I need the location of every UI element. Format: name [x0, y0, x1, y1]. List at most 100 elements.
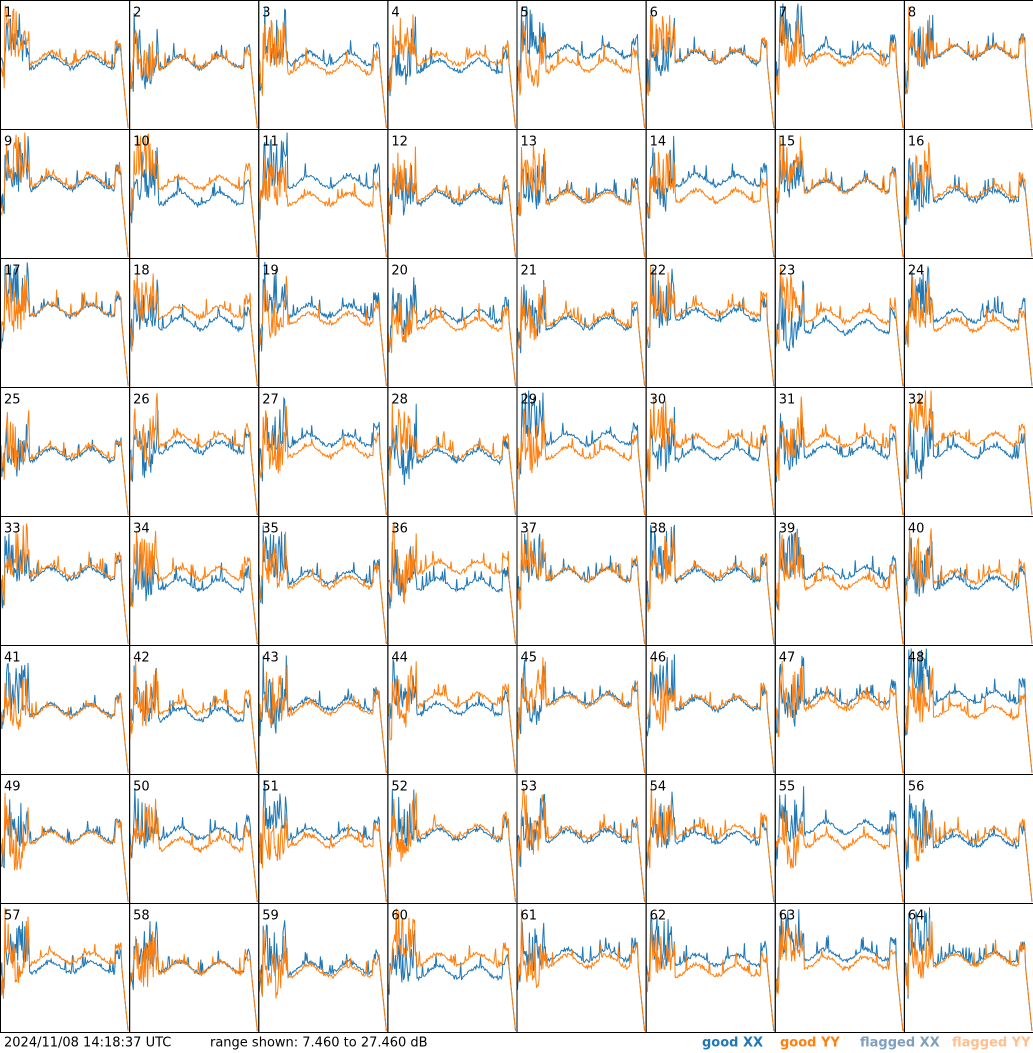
spectrum-line — [646, 784, 775, 903]
timestamp: 2024/11/08 14:18:37 UTC — [4, 1036, 171, 1051]
spectrum-line — [517, 144, 646, 258]
spectrum-line — [0, 792, 129, 903]
spectrum-line — [129, 931, 258, 1032]
spectrum-line — [129, 541, 258, 645]
spectrum-line — [258, 261, 387, 387]
spectrum-line — [517, 7, 646, 129]
spectrum-line — [646, 654, 775, 774]
spectrum-line — [517, 390, 646, 516]
panel-label: 34 — [133, 522, 150, 537]
spectrum-line — [646, 791, 775, 903]
panel-label: 35 — [262, 522, 279, 537]
legend-entry: good YY — [780, 1036, 840, 1051]
spectrum-line — [775, 533, 904, 645]
panel-label: 58 — [133, 909, 150, 924]
spectrum-line — [517, 282, 646, 387]
spectrum-line — [387, 661, 516, 774]
spectrum-line — [0, 907, 129, 1032]
panel-label: 27 — [262, 393, 279, 408]
spectrum-line — [0, 132, 129, 258]
panel-label: 46 — [650, 651, 667, 666]
spectrum-line — [258, 275, 387, 387]
spectrum-line — [387, 146, 516, 258]
panel-label: 30 — [650, 393, 667, 408]
spectrum-line — [0, 13, 129, 129]
spectrum-line — [517, 408, 646, 516]
spectrum-line — [258, 655, 387, 774]
legend-entry: flagged XX — [860, 1036, 940, 1051]
spectrum-line — [258, 664, 387, 774]
spectrum-line — [904, 157, 1033, 258]
spectrum-line — [775, 786, 904, 903]
panel-label: 62 — [650, 909, 667, 924]
panel-label: 10 — [133, 135, 150, 150]
panel-label: 26 — [133, 393, 150, 408]
spectrum-line — [387, 292, 516, 387]
panel-label: 25 — [4, 393, 21, 408]
legend-entry: good XX — [702, 1036, 763, 1051]
spectrum-line — [517, 20, 646, 129]
spectrum-line — [258, 806, 387, 903]
spectrum-line — [646, 150, 775, 258]
panel-label: 19 — [262, 264, 279, 279]
panel-label: 52 — [391, 780, 408, 795]
spectrum-line — [0, 265, 129, 387]
spectrum-line — [129, 29, 258, 129]
spectrum-line — [904, 14, 1033, 129]
panel-label: 23 — [779, 264, 796, 279]
panel-label: 31 — [779, 393, 796, 408]
spectrum-line — [0, 5, 129, 129]
panel-label: 24 — [908, 264, 925, 279]
panel-label: 37 — [521, 522, 538, 537]
panel-label: 57 — [4, 909, 21, 924]
spectrum-line — [904, 810, 1033, 903]
legend: good XX good YY flagged XX flagged YY — [702, 1036, 1031, 1051]
spectrum-line — [0, 675, 129, 774]
spectrum-line — [775, 809, 904, 903]
panel-label: 53 — [521, 780, 538, 795]
panel-label: 12 — [391, 135, 408, 150]
spectrum-line — [129, 393, 258, 516]
spectrum-line — [258, 781, 387, 903]
spectrum-line — [129, 147, 258, 258]
spectrum-line — [646, 14, 775, 129]
spectrum-line — [129, 271, 258, 387]
spectrum-line — [775, 396, 904, 516]
spectrum-line — [129, 133, 258, 258]
spectrum-line — [387, 541, 516, 645]
panel-label: 4 — [391, 6, 399, 21]
spectrum-line — [129, 409, 258, 516]
panel-label: 13 — [521, 135, 538, 150]
spectrum-line — [904, 6, 1033, 129]
spectrum-line — [517, 154, 646, 258]
panel-label: 54 — [650, 780, 667, 795]
spectrum-line — [0, 136, 129, 258]
panel-label: 3 — [262, 6, 270, 21]
spectrum-line — [646, 922, 775, 1032]
panel-label: 2 — [133, 6, 141, 21]
panel-label: 32 — [908, 393, 925, 408]
spectrum-line — [646, 527, 775, 645]
spectrum-line — [387, 16, 516, 129]
panel-label: 17 — [4, 264, 21, 279]
panel-label: 47 — [779, 651, 796, 666]
spectrum-line — [387, 522, 516, 645]
panel-label: 48 — [908, 651, 925, 666]
spectrum-line — [904, 537, 1033, 645]
spectrum-line — [129, 660, 258, 774]
spectrum-line — [775, 13, 904, 129]
spectrum-line — [646, 658, 775, 774]
spectrum-line — [258, 132, 387, 258]
panel-label: 60 — [391, 909, 408, 924]
spectrum-line — [904, 390, 1033, 516]
panel-label: 51 — [262, 780, 279, 795]
spectrum-line — [129, 798, 258, 903]
spectrum-line — [775, 135, 904, 258]
panel-label: 6 — [650, 6, 658, 21]
spectrum-line — [517, 922, 646, 1032]
spectrum-line — [517, 909, 646, 1032]
panel-label: 61 — [521, 909, 538, 924]
spectrum-line — [387, 403, 516, 516]
panel-label: 9 — [4, 135, 12, 150]
